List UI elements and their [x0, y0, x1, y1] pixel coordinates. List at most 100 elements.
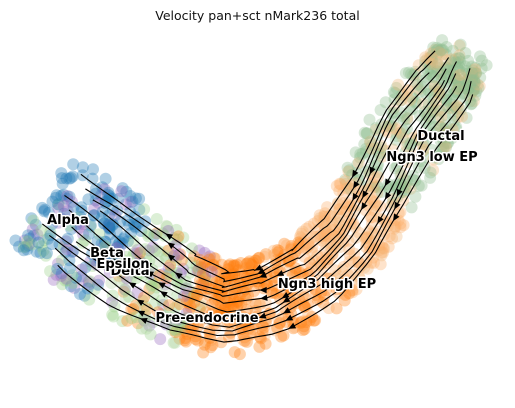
cell-point [378, 242, 391, 255]
cell-point [284, 284, 297, 297]
velocity-streamline [54, 81, 472, 337]
cell-point [222, 259, 235, 272]
cell-point [259, 248, 272, 261]
cell-point [140, 322, 153, 335]
velocity-arrowhead [352, 193, 359, 201]
cell-point [197, 346, 210, 359]
cell-point [74, 211, 87, 223]
cell-point [332, 281, 345, 294]
cell-point [463, 89, 476, 102]
cell-point [42, 232, 55, 245]
cell-point [432, 81, 445, 94]
cell-point [173, 332, 186, 345]
velocity-arrowhead [167, 254, 176, 262]
cell-point [156, 294, 168, 307]
cell-point [398, 125, 411, 138]
cell-point [265, 286, 278, 299]
cell-point [163, 299, 175, 312]
cell-point [454, 103, 467, 116]
cell-point [433, 45, 446, 58]
cell-point [331, 215, 344, 228]
cell-point [260, 278, 273, 291]
cell-point [394, 106, 407, 119]
cell-point [60, 172, 73, 185]
cell-point [212, 279, 225, 292]
cell-point [433, 46, 445, 59]
cell-point [389, 87, 402, 99]
cell-point [432, 113, 445, 126]
cell-point [231, 282, 244, 295]
cell-point [278, 237, 291, 250]
cell-point [326, 248, 339, 261]
chart-title: Velocity pan+sct nMark236 total [155, 8, 360, 23]
cell-point [382, 240, 395, 253]
cell-point [459, 60, 472, 73]
cell-point [475, 54, 488, 67]
cell-point [395, 178, 408, 191]
cell-point [189, 312, 202, 325]
cell-point [474, 50, 486, 63]
velocity-streamline [41, 86, 458, 328]
cell-point [390, 230, 403, 243]
cell-point [84, 220, 97, 233]
cell-point [394, 169, 407, 182]
cell-point [326, 229, 339, 241]
cell-point [365, 256, 377, 269]
cell-point [359, 231, 372, 244]
cell-point [324, 237, 337, 250]
cell-point [215, 292, 228, 305]
cell-point [201, 312, 214, 325]
cell-point [465, 86, 478, 99]
cell-point [171, 233, 184, 246]
cell-point [382, 220, 394, 232]
cell-point [419, 51, 432, 64]
cell-point [110, 242, 123, 255]
cell-point [440, 141, 453, 154]
cell-point [245, 259, 258, 272]
cell-point [368, 227, 381, 240]
cell-point [238, 334, 251, 347]
cell-point [449, 52, 462, 65]
cell-point [446, 129, 459, 142]
velocity-arrowhead [157, 282, 166, 289]
cell-point [232, 294, 245, 307]
cell-point [167, 336, 180, 349]
velocity-arrowhead [165, 233, 173, 240]
cell-point [46, 218, 59, 231]
cell-point [78, 289, 91, 302]
velocity-arrowhead [258, 312, 267, 319]
cell-point [101, 219, 114, 232]
cell-point [452, 52, 465, 64]
cell-point [113, 235, 126, 248]
cell-point [198, 338, 211, 351]
cell-point [467, 70, 480, 83]
cell-point [56, 278, 69, 291]
cell-point [169, 336, 182, 349]
cell-point [86, 247, 98, 260]
velocity-arrowhead [257, 268, 266, 275]
cell-point [465, 97, 478, 110]
cell-point [469, 61, 482, 74]
cell-point [59, 274, 72, 287]
velocity-arrowhead [137, 310, 146, 317]
cell-point [425, 49, 438, 62]
cell-point [409, 76, 422, 88]
cell-point [68, 281, 81, 294]
cell-point [464, 81, 477, 93]
cell-point [405, 68, 418, 81]
cell-point [144, 328, 157, 341]
cell-point [339, 175, 352, 188]
cell-point [192, 264, 205, 277]
cell-point [440, 132, 453, 145]
cell-point [317, 210, 330, 223]
cell-point [454, 68, 467, 81]
cell-point [111, 204, 124, 217]
cell-point [338, 274, 351, 287]
cell-point [206, 339, 219, 352]
cell-point [394, 94, 407, 107]
cell-point [103, 220, 115, 233]
cell-point [147, 288, 160, 301]
cell-point [428, 43, 441, 56]
cell-point [320, 227, 333, 240]
cell-point [31, 228, 44, 241]
